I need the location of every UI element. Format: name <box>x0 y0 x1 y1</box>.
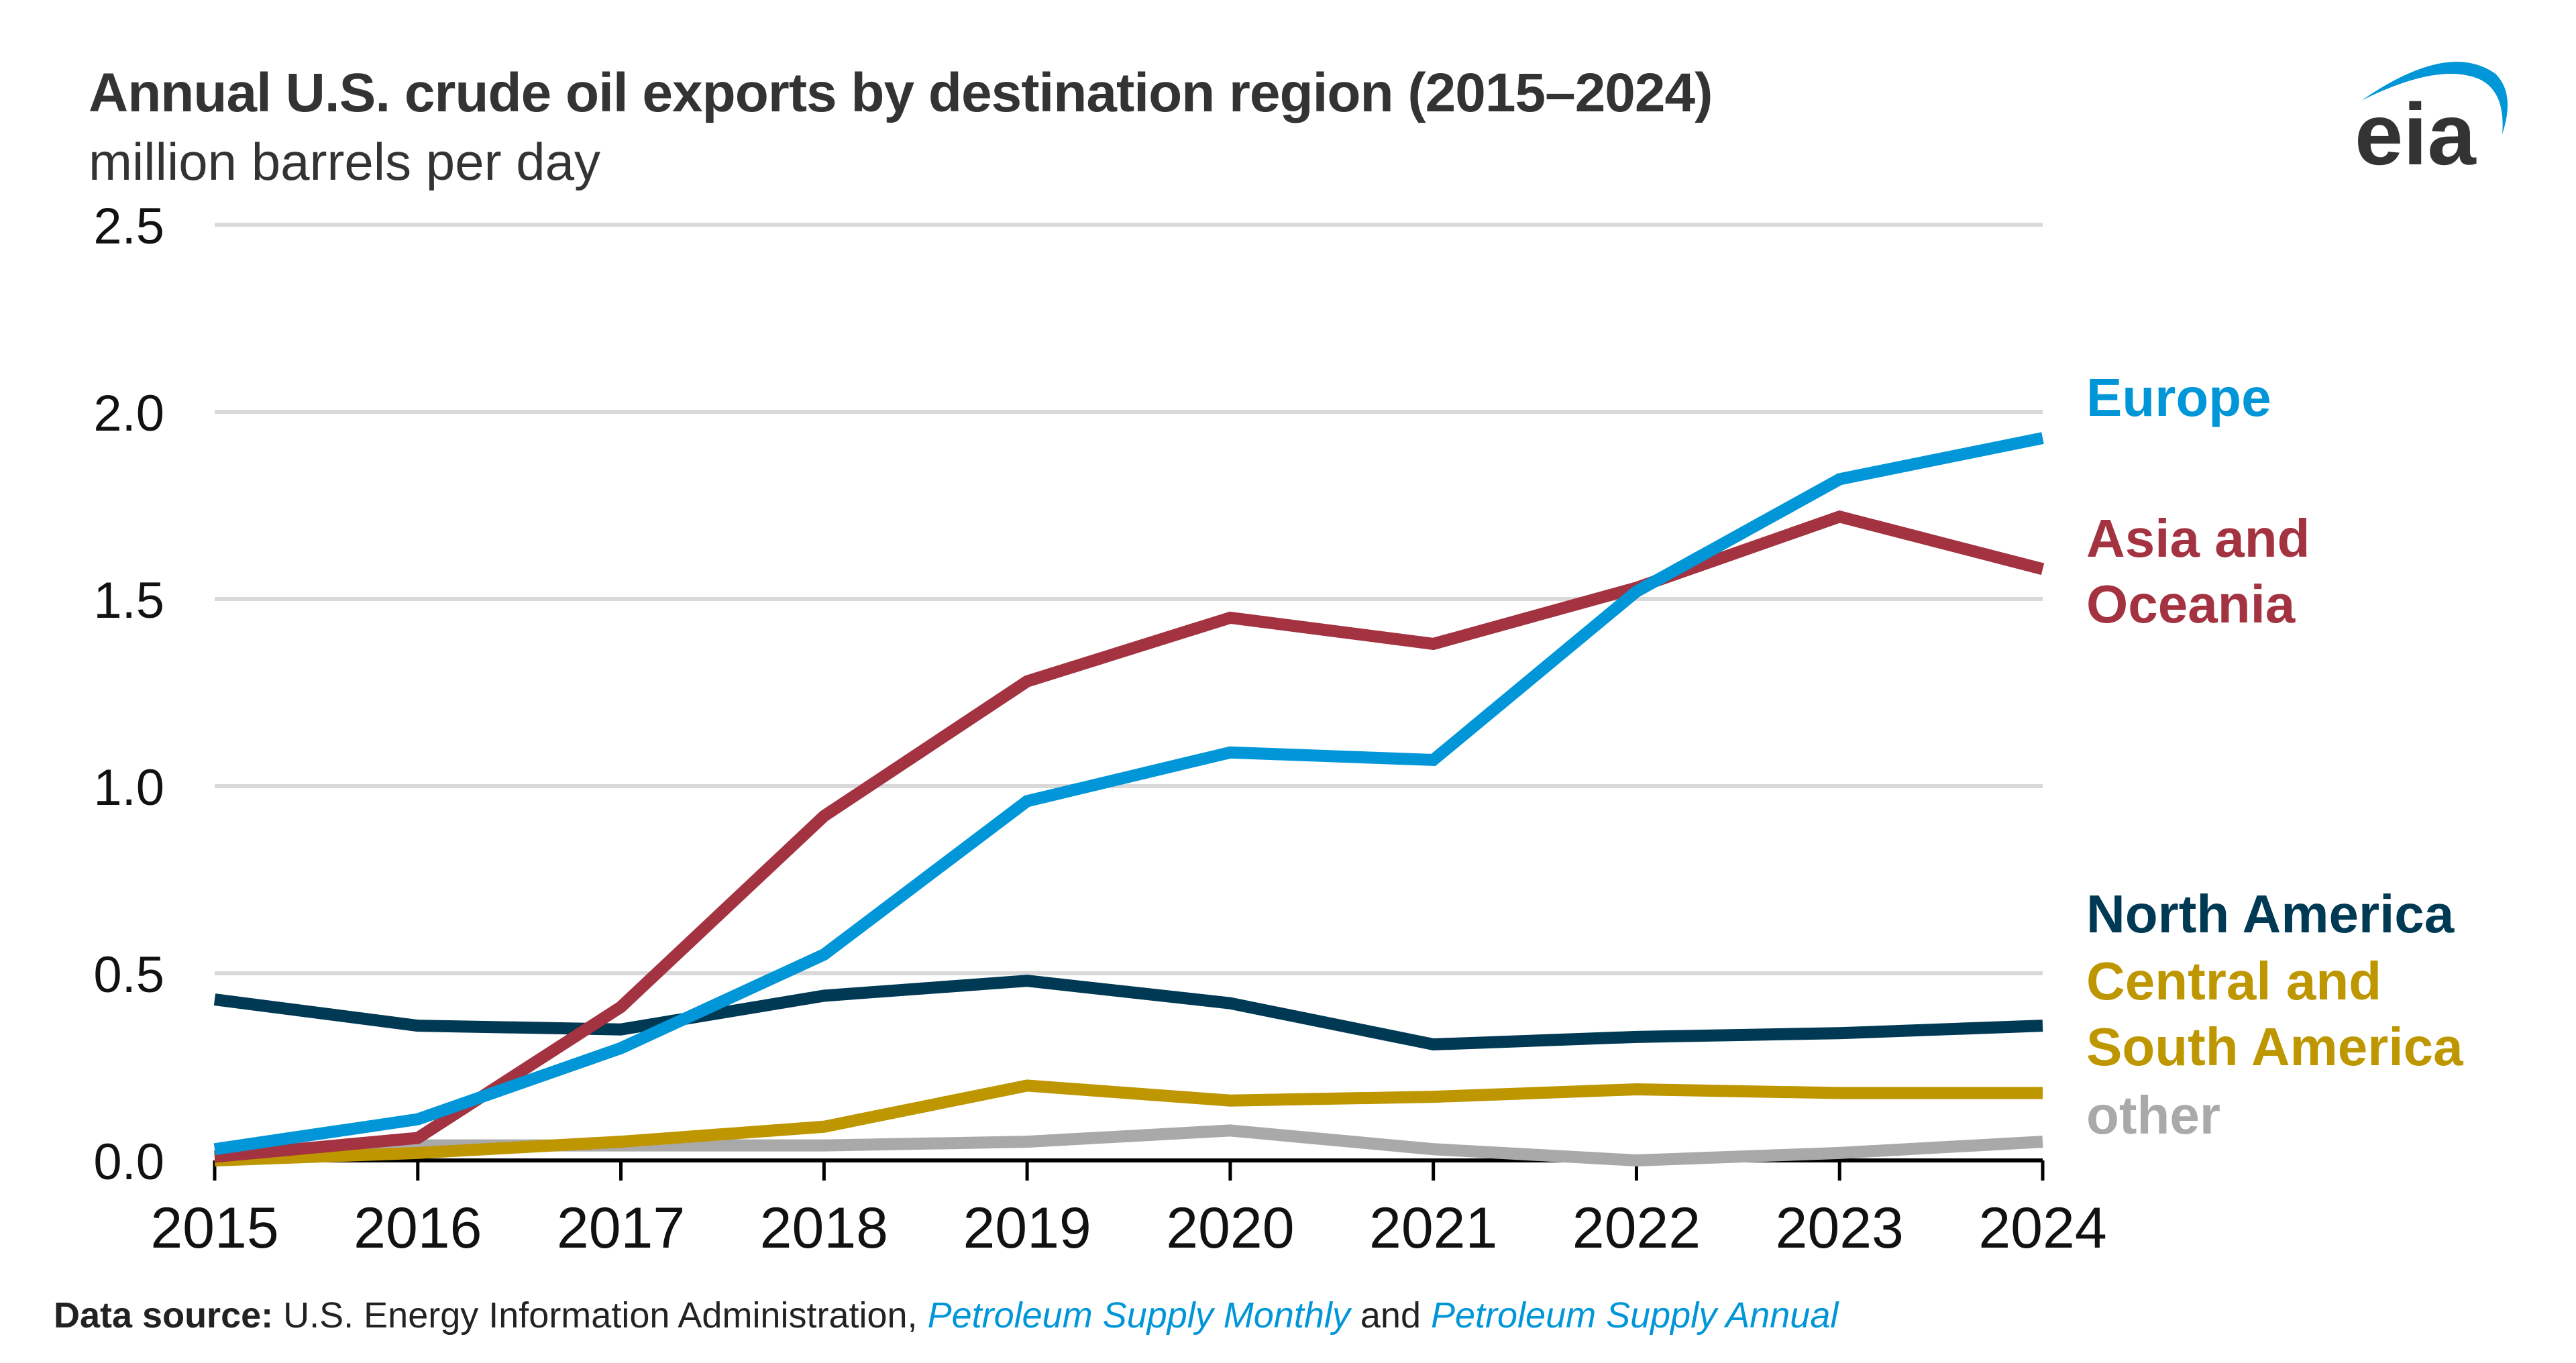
x-tick-label: 2016 <box>354 1196 482 1260</box>
chart-subtitle: million barrels per day <box>89 132 600 191</box>
y-tick-label: 0.5 <box>93 946 164 1003</box>
eia-logo-icon: eia <box>2355 62 2508 174</box>
data-source-label: Data source: <box>54 1295 274 1335</box>
series-label: Central and <box>2086 951 2381 1011</box>
y-tick-label: 1.0 <box>93 759 164 816</box>
data-source: Data source: U.S. Energy Information Adm… <box>54 1295 1838 1336</box>
series-label: Europe <box>2086 368 2271 427</box>
publication-link-annual[interactable]: Petroleum Supply Annual <box>1430 1295 1839 1335</box>
x-tick-label: 2022 <box>1572 1196 1701 1260</box>
y-tick-label: 2.0 <box>93 385 164 442</box>
x-tick-label: 2020 <box>1166 1196 1294 1260</box>
publication-link-monthly[interactable]: Petroleum Supply Monthly <box>927 1295 1350 1335</box>
series-label: North America <box>2086 884 2455 944</box>
series-line-central-and-south-america <box>214 1079 2043 1166</box>
x-tick-label: 2019 <box>963 1196 1091 1260</box>
eia-logo-text: eia <box>2355 85 2477 174</box>
x-tick-label: 2023 <box>1776 1196 1904 1260</box>
y-tick-label: 2.5 <box>93 198 164 255</box>
x-tick-label: 2021 <box>1369 1196 1497 1260</box>
x-tick-label: 2015 <box>150 1196 278 1260</box>
data-source-and: and <box>1350 1295 1431 1335</box>
y-tick-label: 0.0 <box>93 1134 164 1191</box>
chart-title: Annual U.S. crude oil exports by destina… <box>89 62 1713 123</box>
series-label: other <box>2086 1085 2220 1145</box>
y-tick-label: 1.5 <box>93 572 164 629</box>
x-tick-label: 2018 <box>760 1196 888 1260</box>
series-label: Asia and <box>2086 508 2310 568</box>
series-line-north-america <box>213 975 2043 1051</box>
series-label: Oceania <box>2086 574 2296 634</box>
data-source-text: U.S. Energy Information Administration, <box>273 1295 928 1335</box>
series-line-asia-and-oceania <box>214 510 2045 1163</box>
series-label: South America <box>2086 1017 2463 1077</box>
series-line-europe <box>213 432 2044 1156</box>
x-tick-label: 2024 <box>1978 1196 2106 1260</box>
x-tick-label: 2017 <box>557 1196 685 1260</box>
